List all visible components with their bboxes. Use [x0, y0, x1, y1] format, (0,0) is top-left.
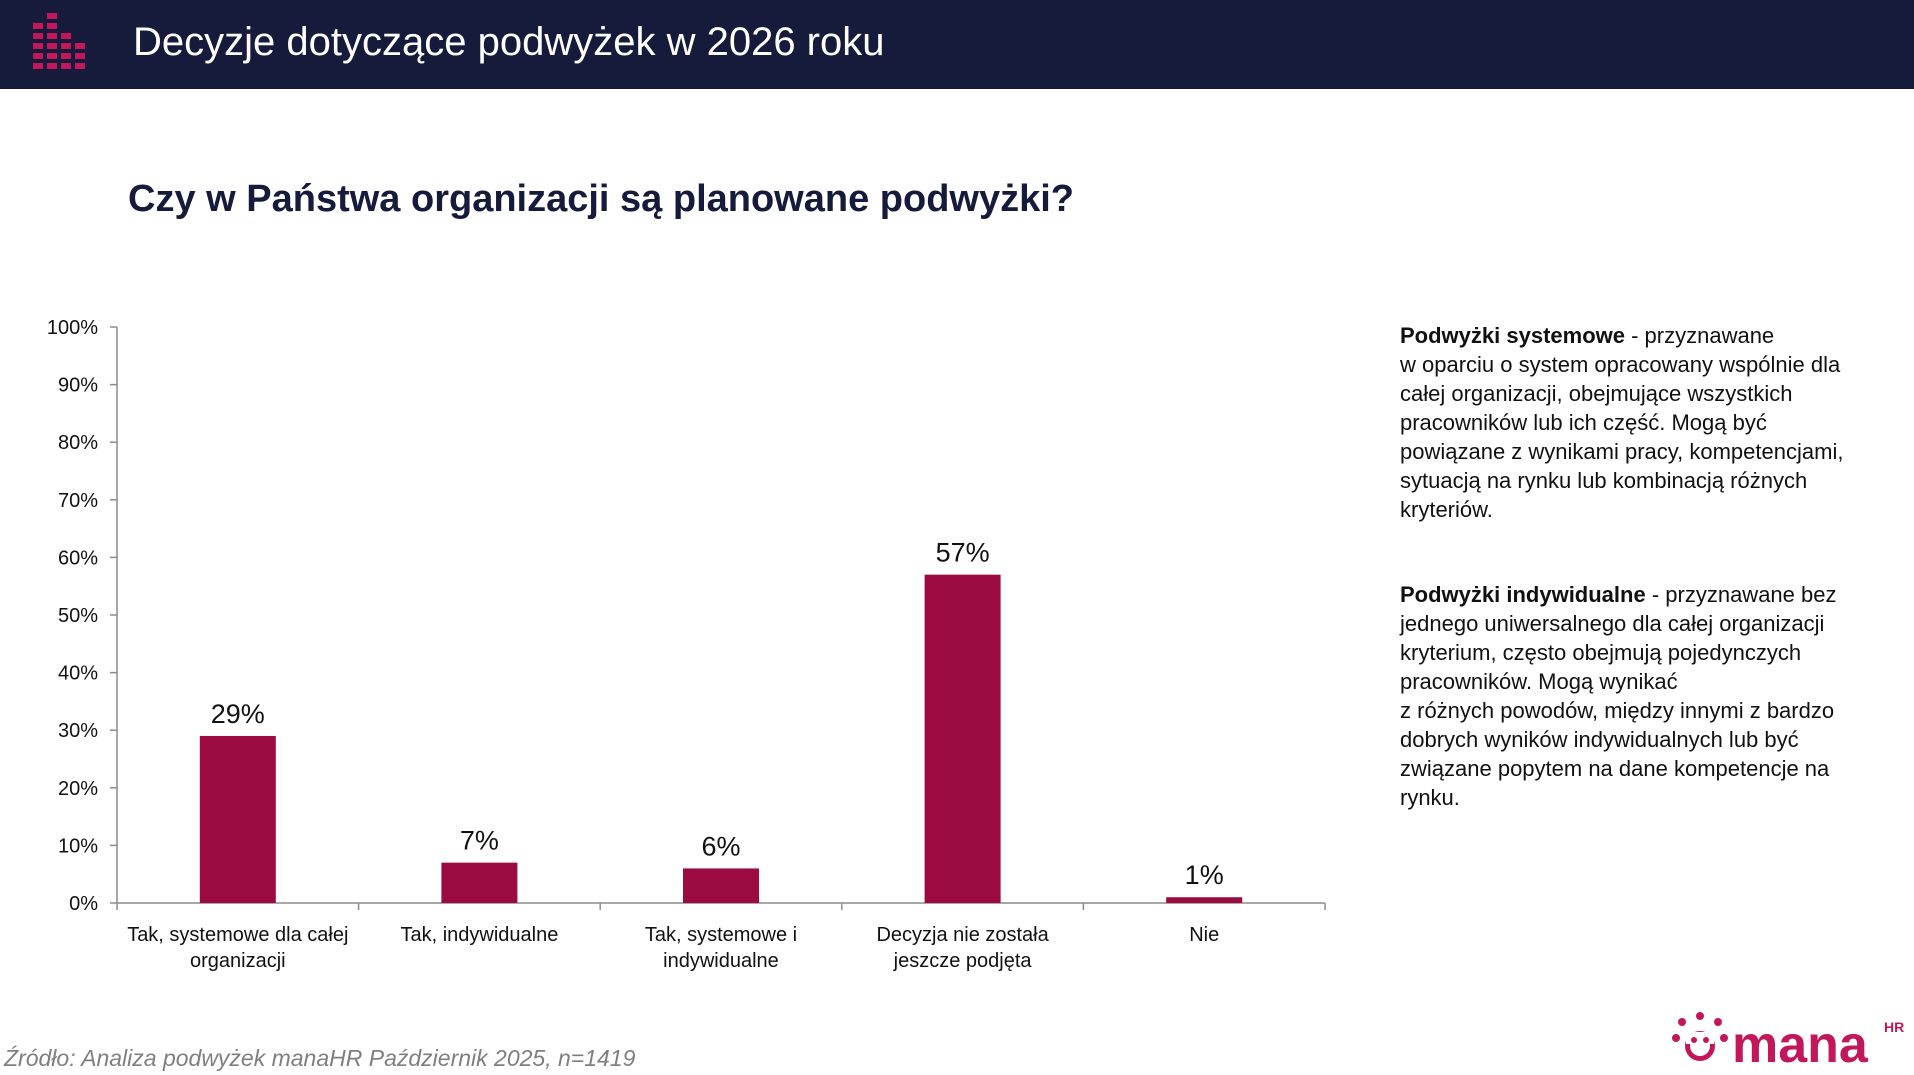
explanation-line: z różnych powodów, między innymi z bardz…	[1400, 698, 1835, 723]
explanation-line: całej organizacji, obejmujące wszystkich	[1400, 381, 1793, 406]
sun-smile-icon	[1672, 1012, 1728, 1061]
y-tick-label: 60%	[58, 547, 98, 569]
source-note: Źródło: Analiza podwyżek manaHR Paździer…	[4, 1045, 636, 1071]
y-tick-label: 70%	[58, 490, 98, 512]
explanation-line: w oparciu o system opracowany wspólnie d…	[1400, 352, 1841, 377]
category-label: jeszcze podjęta	[893, 950, 1033, 972]
bar	[1166, 897, 1243, 903]
explanation-line: związane popytem na dane kompetencje na	[1400, 756, 1830, 781]
brand-name: mana	[1732, 1016, 1869, 1072]
explanation-systemowe: Podwyżki systemowe - przyznawane w oparc…	[1400, 321, 1900, 524]
y-tick-label: 30%	[58, 720, 98, 742]
data-label: 6%	[701, 831, 740, 861]
explanation-line: powiązane z wynikami pracy, kompetencjam…	[1400, 439, 1844, 464]
category-label: Tak, systemowe i	[645, 924, 797, 946]
brand-logo: mana HR	[1672, 1012, 1904, 1072]
bar	[199, 735, 276, 903]
explanation-line: sytuacją na rynku lub kombinacją różnych	[1400, 468, 1808, 493]
explanation-line: kryterium, często obejmują pojedynczych	[1400, 640, 1802, 665]
explanation-line: pracowników lub ich część. Mogą być	[1400, 410, 1767, 435]
y-tick-label: 50%	[58, 605, 98, 627]
y-tick-label: 80%	[58, 432, 98, 454]
y-tick-label: 0%	[69, 893, 98, 915]
category-label: Tak, systemowe dla całej	[127, 924, 348, 946]
equalizer-bars-icon	[33, 13, 85, 69]
category-label: Tak, indywidualne	[400, 924, 558, 946]
category-label: organizacji	[190, 950, 286, 972]
chart-question: Czy w Państwa organizacji są planowane p…	[128, 178, 1075, 220]
explanation-line: dobrych wyników indywidualnych lub być	[1400, 727, 1799, 752]
explanation-line: pracowników. Mogą wynikać	[1400, 669, 1678, 694]
header-bar: Decyzje dotyczące podwyżek w 2026 roku	[0, 0, 1914, 89]
bar	[924, 574, 1001, 903]
explanation-line: rynku.	[1400, 785, 1460, 810]
term-indywidualne: Podwyżki indywidualne	[1400, 582, 1646, 607]
explanation-indywidualne: Podwyżki indywidualne - przyznawane bez …	[1400, 580, 1900, 812]
explanation-line: - przyznawane bez	[1645, 582, 1837, 607]
data-label: 7%	[460, 826, 499, 856]
explanation-line: jednego uniwersalnego dla całej organiza…	[1400, 611, 1825, 636]
category-label: Decyzja nie została	[876, 924, 1049, 946]
bar	[441, 862, 518, 903]
bar-chart: 0% 10% 20% 30% 40% 50% 60% 70% 80% 90% 100% 29% Tak,…	[47, 317, 1326, 972]
brand-sup: HR	[1884, 1019, 1904, 1035]
y-tick-label: 20%	[58, 778, 98, 800]
data-label: 29%	[211, 699, 265, 729]
bar	[683, 868, 759, 903]
page-title: Decyzje dotyczące podwyżek w 2026 roku	[133, 20, 885, 64]
term-systemowe: Podwyżki systemowe	[1400, 323, 1625, 348]
explanation-line: - przyznawane	[1624, 323, 1775, 348]
y-tick-label: 40%	[58, 663, 98, 685]
y-tick-label: 10%	[58, 835, 98, 857]
data-label: 57%	[936, 538, 990, 568]
y-tick-label: 100%	[47, 317, 98, 339]
y-tick-label: 90%	[58, 375, 98, 397]
category-label: Nie	[1189, 924, 1219, 946]
category-label: indywidualne	[663, 950, 779, 972]
data-label: 1%	[1185, 860, 1224, 890]
explanation-line: kryteriów.	[1400, 497, 1493, 522]
